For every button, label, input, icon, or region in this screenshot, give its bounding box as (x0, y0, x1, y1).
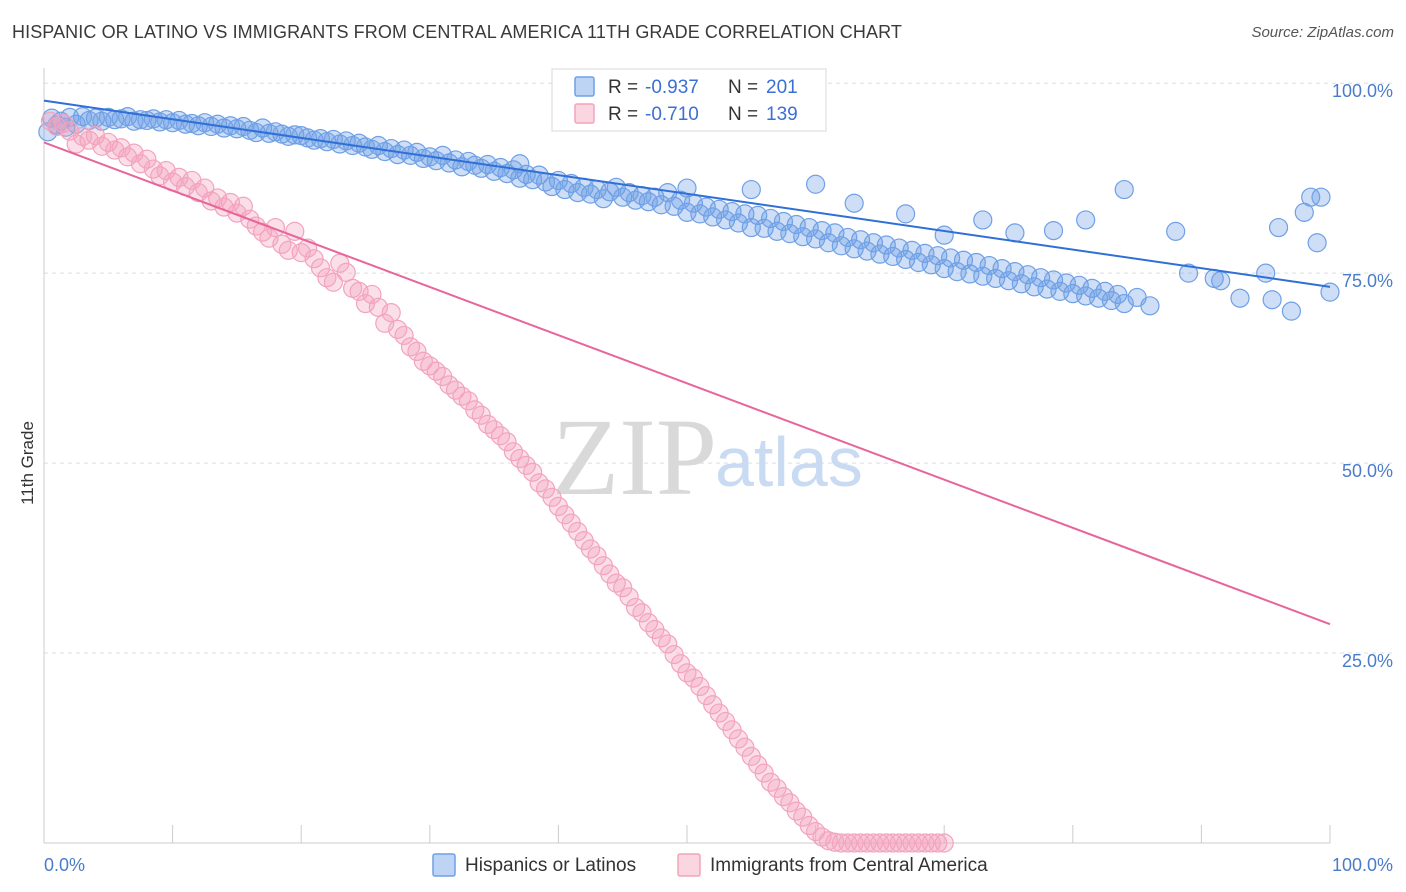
data-point (1043, 220, 1064, 241)
data-point (1114, 179, 1134, 200)
y-tick-label: 25.0% (1342, 651, 1393, 671)
x-tick-label-right: 100.0% (1332, 855, 1393, 875)
data-point (465, 400, 485, 420)
legend-label-central-america: Immigrants from Central America (710, 855, 988, 876)
stats-r-label-blue: R = (608, 77, 638, 98)
data-point (420, 356, 440, 376)
data-point (1268, 217, 1289, 238)
data-point (1076, 210, 1096, 230)
stats-r-value-pink: -0.710 (645, 104, 699, 125)
data-point (1005, 223, 1025, 243)
data-point (98, 132, 118, 153)
watermark-atlas: atlas (715, 423, 863, 501)
data-point (632, 603, 652, 623)
data-point (587, 546, 607, 566)
data-point (336, 262, 356, 282)
stats-legend-swatch-pink (574, 103, 595, 124)
bottom-legend: Hispanics or Latinos Immigrants from Cen… (432, 853, 988, 877)
data-point (741, 179, 761, 200)
stats-r-value-blue: -0.937 (645, 77, 699, 98)
data-point (1211, 271, 1231, 291)
data-point (973, 210, 993, 230)
stats-legend-swatch-blue (574, 76, 595, 97)
data-point (439, 375, 459, 395)
data-point (1307, 233, 1327, 253)
data-point (478, 414, 498, 434)
data-point (1262, 290, 1282, 310)
data-point (381, 303, 401, 323)
data-point (1140, 296, 1160, 316)
stats-legend: R = -0.937 N = 201 R = -0.710 N = 139 (551, 68, 827, 132)
data-point (1256, 263, 1276, 283)
data-point (523, 462, 543, 482)
trend-line-1 (43, 141, 1331, 626)
trend-layer (43, 99, 1331, 626)
data-point (677, 663, 697, 683)
stats-n-value-pink: 139 (766, 104, 798, 125)
y-tick-label: 50.0% (1342, 461, 1393, 481)
x-tick-label-left: 0.0% (44, 855, 85, 875)
data-point (407, 341, 427, 362)
data-point (625, 597, 646, 618)
stats-legend-box (551, 68, 827, 132)
y-tick-label: 75.0% (1342, 271, 1393, 291)
stats-n-value-blue: 201 (766, 77, 798, 98)
watermark: ZIP atlas (552, 396, 863, 518)
data-point (1281, 301, 1302, 321)
data-point (1320, 282, 1340, 302)
data-point (928, 833, 948, 853)
data-point (137, 149, 157, 169)
legend-label-hispanics: Hispanics or Latinos (465, 855, 636, 876)
data-point (1178, 263, 1199, 283)
grid-layer (44, 82, 1392, 654)
data-point (1166, 221, 1186, 241)
y-axis-label: 11th Grade (18, 421, 37, 505)
legend-swatch-hispanics (432, 853, 456, 877)
data-point (53, 113, 73, 134)
data-point (844, 193, 864, 213)
data-point (1311, 187, 1331, 207)
stats-n-label-blue: N = (728, 77, 758, 98)
data-point (1230, 288, 1250, 308)
data-point (805, 174, 826, 194)
data-point (497, 432, 517, 452)
legend-swatch-central-america (677, 853, 701, 877)
data-point (896, 204, 916, 224)
data-point (323, 272, 343, 292)
y-tick-label: 100.0% (1332, 81, 1393, 101)
data-point (66, 134, 86, 154)
data-point (934, 833, 954, 853)
chart-source: Source: ZipAtlas.com (1251, 24, 1394, 41)
data-point (310, 258, 331, 278)
data-point (285, 221, 305, 241)
chart-title: HISPANIC OR LATINO VS IMMIGRANTS FROM CE… (12, 22, 902, 42)
data-point (394, 325, 414, 346)
data-point (1301, 187, 1321, 207)
series-1 (40, 111, 954, 853)
stats-r-label-pink: R = (608, 104, 638, 125)
data-point (265, 217, 286, 238)
data-point (619, 587, 639, 607)
axes-layer (43, 68, 1331, 844)
trend-line-0 (43, 99, 1331, 288)
watermark-zip: ZIP (552, 396, 717, 518)
data-point (934, 225, 954, 245)
data-point (658, 634, 678, 654)
stats-n-label-pink: N = (728, 104, 758, 125)
data-point (426, 361, 446, 381)
tick-labels: 100.0% 75.0% 50.0% 25.0% 0.0% 100.0% (44, 81, 1393, 875)
